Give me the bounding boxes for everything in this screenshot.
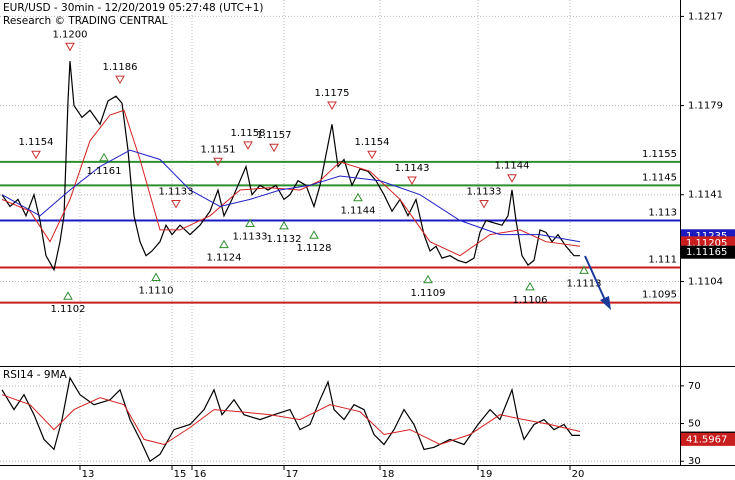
x-tick-label: 20	[572, 469, 585, 480]
high-label: 1.1154	[19, 137, 54, 148]
y-tick-label: 70	[688, 381, 701, 392]
low-label: 1.1109	[411, 288, 446, 299]
high-marker	[31, 150, 41, 160]
high-label: 1.1158	[231, 128, 266, 139]
high-marker	[479, 200, 489, 209]
x-tick-label: 19	[480, 469, 493, 480]
level-label: 1.111	[648, 254, 677, 265]
high-label: 1.1143	[395, 163, 430, 174]
high-label: 1.1154	[355, 137, 390, 148]
high-marker	[327, 101, 337, 110]
level-label: 1.1145	[642, 172, 677, 183]
low-label: 1.1133	[233, 232, 268, 243]
low-label: 1.1132	[267, 234, 302, 245]
high-label: 1.1157	[257, 130, 292, 141]
series-line	[1, 109, 581, 257]
series-line	[1, 149, 581, 243]
arrow-shaft	[584, 255, 606, 301]
low-label: 1.1110	[139, 285, 174, 296]
series-line	[1, 376, 580, 463]
high-marker	[213, 157, 223, 167]
series-line	[1, 394, 581, 446]
x-tick-label: 18	[382, 469, 395, 480]
low-marker	[353, 192, 363, 202]
low-marker	[579, 265, 589, 274]
high-marker	[115, 75, 125, 85]
low-marker	[525, 281, 535, 291]
y-tick-label: 50	[688, 419, 701, 430]
low-label: 1.1113	[567, 278, 602, 289]
high-marker	[507, 174, 517, 183]
price-tag-label: 41.5967	[686, 434, 727, 445]
forecast-arrow	[584, 255, 611, 310]
high-label: 1.1151	[201, 144, 236, 155]
high-marker	[269, 143, 279, 153]
rsi-title: RSI14 - 9MA	[3, 369, 68, 381]
low-marker	[423, 274, 433, 284]
high-marker	[243, 141, 253, 150]
high-label: 1.1175	[315, 88, 350, 99]
high-marker	[171, 200, 181, 209]
level-label: 1.113	[648, 208, 677, 219]
high-label: 1.1133	[159, 187, 194, 198]
y-tick-label: 1.1217	[688, 11, 723, 22]
high-label: 1.1186	[103, 62, 138, 73]
high-marker	[65, 42, 75, 52]
chart-title: EUR/USD - 30min - 12/20/2019 05:27:48 (U…	[3, 2, 264, 14]
high-label: 1.1144	[495, 161, 530, 172]
low-marker	[219, 239, 229, 249]
arrow-head	[600, 296, 611, 310]
chart-subtitle: Research © TRADING CENTRAL	[3, 15, 168, 27]
y-tick-label: 30	[688, 456, 701, 467]
y-tick-label: 1.1141	[688, 190, 723, 201]
low-label: 1.1106	[513, 295, 548, 306]
low-marker	[99, 152, 109, 162]
high-marker	[367, 150, 377, 160]
high-marker	[407, 176, 417, 186]
high-label: 1.1133	[467, 187, 502, 198]
low-marker	[279, 220, 289, 230]
price-tag-label: 1.11165	[686, 247, 727, 258]
x-tick-label: 13	[82, 469, 95, 480]
low-marker	[245, 218, 255, 227]
x-tick-label: 16	[194, 469, 207, 480]
low-label: 1.1102	[51, 304, 86, 315]
level-label: 1.1155	[642, 149, 677, 160]
price-tag	[681, 245, 735, 259]
high-label: 1.1200	[53, 29, 88, 40]
x-tick-label: 15	[174, 469, 187, 480]
low-label: 1.1161	[87, 166, 122, 177]
low-label: 1.1124	[207, 253, 242, 264]
low-marker	[309, 230, 319, 239]
price-tag-label: 1.11205	[686, 238, 727, 249]
level-label: 1.1095	[642, 290, 677, 301]
low-marker	[63, 291, 73, 300]
y-tick-label: 1.1104	[688, 277, 723, 288]
low-label: 1.1128	[297, 243, 332, 254]
y-tick-label: 1.1179	[688, 101, 723, 112]
price-tag	[681, 432, 735, 446]
low-marker	[151, 272, 161, 281]
price-tag-label: 1.11235	[686, 231, 727, 242]
x-tick-label: 17	[286, 469, 299, 480]
low-label: 1.1144	[341, 206, 376, 217]
